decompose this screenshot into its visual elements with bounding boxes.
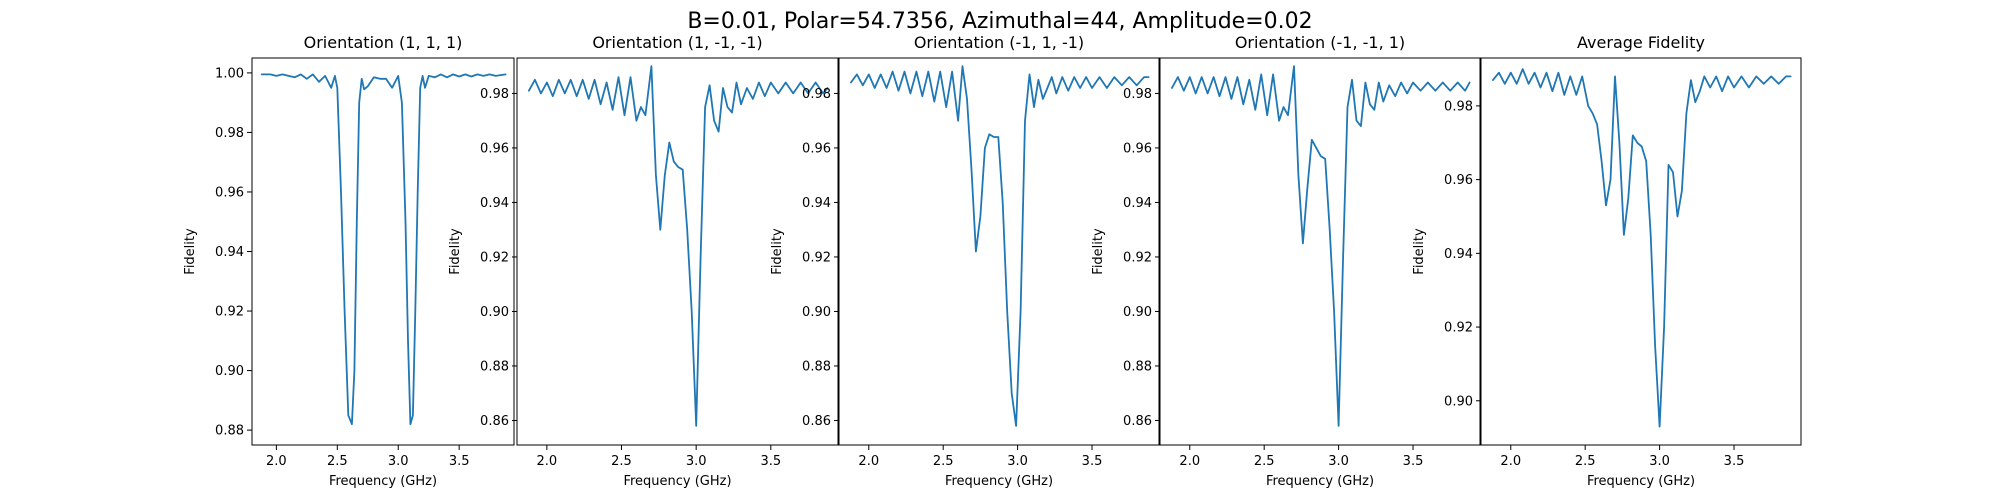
y-tick-label: 0.86 bbox=[802, 414, 831, 429]
y-tick-label: 0.96 bbox=[480, 141, 509, 156]
x-tick-label: 2.5 bbox=[933, 454, 954, 469]
y-tick-label: 0.92 bbox=[215, 305, 244, 320]
y-tick-label: 0.94 bbox=[1444, 247, 1473, 262]
y-tick-label: 0.92 bbox=[480, 250, 509, 265]
x-axis-label: Frequency (GHz) bbox=[623, 474, 731, 489]
x-tick-label: 2.5 bbox=[611, 454, 632, 469]
y-tick-label: 0.90 bbox=[1123, 305, 1152, 320]
axes-frame bbox=[1159, 57, 1481, 446]
y-tick-label: 0.96 bbox=[1123, 141, 1152, 156]
x-axis-label: Frequency (GHz) bbox=[1266, 474, 1374, 489]
y-tick-label: 0.88 bbox=[480, 359, 509, 374]
y-tick-label: 0.96 bbox=[215, 185, 244, 200]
y-tick-label: 0.94 bbox=[215, 245, 244, 260]
y-axis-label: Fidelity bbox=[1091, 228, 1106, 275]
x-tick-label: 3.5 bbox=[1403, 454, 1424, 469]
y-tick-label: 0.98 bbox=[215, 126, 244, 141]
x-tick-label: 3.0 bbox=[1328, 454, 1349, 469]
x-tick-label: 3.0 bbox=[1649, 454, 1670, 469]
y-tick-label: 0.98 bbox=[802, 87, 831, 102]
x-tick-label: 3.5 bbox=[1724, 454, 1745, 469]
axes-frame bbox=[516, 57, 839, 446]
subplot-title: Orientation (-1, 1, -1) bbox=[914, 33, 1084, 52]
subplot-grid: Orientation (1, 1, 1) 2.0 2.5 3.0 3.5 0.88 0.9… bbox=[183, 33, 1802, 489]
y-tick-label: 0.98 bbox=[1444, 99, 1473, 114]
y-tick-label: 0.90 bbox=[802, 305, 831, 320]
x-tick-label: 2.0 bbox=[1500, 454, 1521, 469]
subplot-1: Orientation (1, 1, 1) 2.0 2.5 3.0 3.5 0.88 0.9… bbox=[183, 33, 515, 489]
y-tick-label: 0.96 bbox=[802, 141, 831, 156]
fidelity-line bbox=[1171, 65, 1471, 427]
axes-frame bbox=[1480, 57, 1802, 446]
subplot-title: Orientation (-1, -1, 1) bbox=[1235, 33, 1405, 52]
x-tick-label: 2.5 bbox=[1575, 454, 1596, 469]
y-tick-label: 0.92 bbox=[1444, 321, 1473, 336]
x-tick-label: 2.0 bbox=[266, 454, 287, 469]
y-tick-label: 0.92 bbox=[802, 250, 831, 265]
x-tick-label: 2.5 bbox=[1254, 454, 1275, 469]
y-axis-label: Fidelity bbox=[183, 228, 198, 275]
axes-frame bbox=[838, 57, 1160, 446]
y-tick-label: 0.94 bbox=[802, 196, 831, 211]
fidelity-line bbox=[1492, 68, 1792, 428]
subplot-title: Orientation (1, -1, -1) bbox=[592, 33, 762, 52]
y-tick-label: 0.88 bbox=[215, 424, 244, 439]
y-tick-label: 0.88 bbox=[1123, 359, 1152, 374]
x-tick-label: 3.5 bbox=[449, 454, 470, 469]
x-axis-label: Frequency (GHz) bbox=[329, 474, 437, 489]
y-tick-label: 0.90 bbox=[480, 305, 509, 320]
fidelity-line bbox=[528, 65, 829, 427]
figure-suptitle: B=0.01, Polar=54.7356, Azimuthal=44, Amp… bbox=[687, 9, 1312, 34]
y-tick-label: 0.94 bbox=[1123, 196, 1152, 211]
y-axis-label: Fidelity bbox=[770, 228, 785, 275]
y-tick-label: 0.86 bbox=[480, 414, 509, 429]
x-tick-label: 3.0 bbox=[686, 454, 707, 469]
y-axis-label: Fidelity bbox=[1412, 228, 1427, 275]
subplot-title: Average Fidelity bbox=[1577, 33, 1705, 52]
y-tick-label: 0.90 bbox=[215, 364, 244, 379]
axes-frame bbox=[251, 57, 515, 446]
y-tick-label: 0.94 bbox=[480, 196, 509, 211]
x-tick-label: 2.5 bbox=[327, 454, 348, 469]
y-tick-label: 0.98 bbox=[480, 87, 509, 102]
y-axis-label: Fidelity bbox=[448, 228, 463, 275]
x-tick-label: 2.0 bbox=[537, 454, 558, 469]
x-tick-label: 3.5 bbox=[1082, 454, 1103, 469]
y-tick-label: 0.98 bbox=[1123, 87, 1152, 102]
y-tick-label: 1.00 bbox=[215, 66, 244, 81]
x-tick-label: 3.5 bbox=[760, 454, 781, 469]
y-tick-label: 0.96 bbox=[1444, 173, 1473, 188]
subplot-5: Average Fidelity 2.0 2.5 3.0 3.5 0.90 0.92 0.94… bbox=[1412, 33, 1802, 489]
fidelity-line bbox=[850, 65, 1150, 427]
x-tick-label: 2.0 bbox=[1179, 454, 1200, 469]
x-tick-label: 3.0 bbox=[1007, 454, 1028, 469]
subplot-2: Orientation (1, -1, -1) 2.0 2.5 3.0 3.5 0.86 0… bbox=[448, 33, 839, 489]
x-tick-label: 3.0 bbox=[388, 454, 409, 469]
subplot-4: Orientation (-1, -1, 1) 2.0 2.5 3.0 3.5 0.86 0… bbox=[1091, 33, 1481, 489]
x-axis-label: Frequency (GHz) bbox=[1587, 474, 1695, 489]
y-tick-label: 0.88 bbox=[802, 359, 831, 374]
y-tick-label: 0.90 bbox=[1444, 394, 1473, 409]
fidelity-line bbox=[260, 73, 507, 426]
x-axis-label: Frequency (GHz) bbox=[945, 474, 1053, 489]
subplot-title: Orientation (1, 1, 1) bbox=[304, 33, 463, 52]
x-tick-label: 2.0 bbox=[858, 454, 879, 469]
y-tick-label: 0.92 bbox=[1123, 250, 1152, 265]
subplot-3: Orientation (-1, 1, -1) 2.0 2.5 3.0 3.5 0.86 0… bbox=[770, 33, 1160, 489]
y-tick-label: 0.86 bbox=[1123, 414, 1152, 429]
